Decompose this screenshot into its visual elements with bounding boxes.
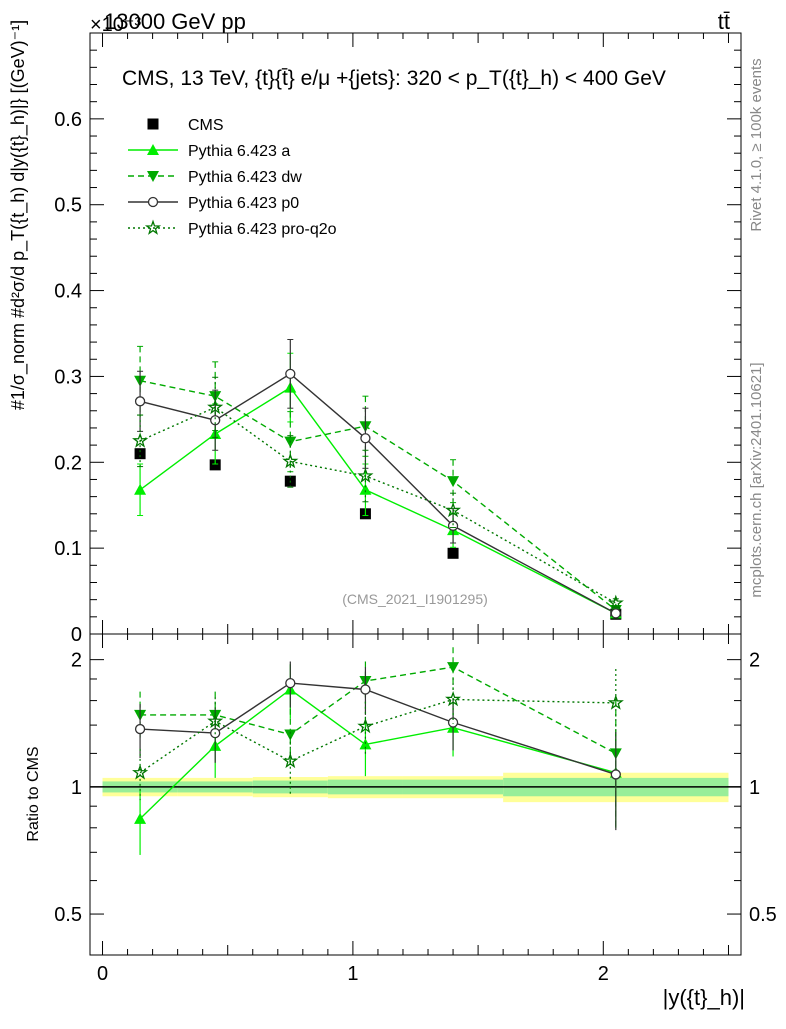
ratio-series [132, 647, 624, 855]
x-tick-label: 1 [347, 963, 358, 985]
header-exponent: ×10⁻³ [90, 14, 141, 36]
x-tick-label: 2 [598, 963, 609, 985]
legend-label: Pythia 6.423 p0 [188, 195, 299, 212]
ratio-series-line [140, 666, 617, 755]
data-point [134, 448, 146, 460]
data-point [134, 723, 146, 735]
data-point [360, 684, 371, 695]
data-point [607, 694, 624, 710]
data-point [447, 476, 460, 488]
data-point [284, 729, 297, 741]
series-line [139, 406, 617, 604]
series-line [139, 373, 617, 615]
data-point [285, 677, 296, 689]
data-point [144, 219, 162, 235]
legend-label: Pythia 6.423 pro-q2o [188, 221, 337, 238]
data-point [445, 691, 462, 707]
ratio-y-tick-label-right: 1 [749, 777, 760, 799]
series-line [139, 380, 617, 611]
data-point [285, 368, 296, 380]
ratio-frame [89, 633, 742, 956]
data-point [359, 738, 372, 750]
main-series [132, 339, 624, 620]
ratio-y-tick-label: 1 [71, 777, 82, 799]
data-point [147, 196, 159, 208]
data-point [207, 398, 224, 415]
ratio-y-ticks: 0.5 0.5 1 1 2 2 [54, 650, 777, 926]
main-y-tick-label: 0.4 [54, 281, 82, 303]
mcplots-label: mcplots.cern.ch [arXiv:2401.10621] [748, 362, 765, 597]
data-point [134, 812, 147, 824]
x-axis-label: |y({t}_h)| [663, 985, 745, 1010]
data-point [445, 501, 462, 518]
main-y-tick-label: 0.5 [54, 195, 82, 217]
data-point [282, 752, 299, 769]
ratio-y-label: Ratio to CMS [25, 746, 42, 841]
data-point [447, 662, 460, 674]
data-point [134, 483, 147, 495]
legend-label: CMS [188, 117, 224, 134]
data-point [132, 432, 149, 448]
data-point [134, 396, 146, 407]
data-point [282, 452, 299, 469]
data-point [147, 144, 159, 155]
main-y-label: #1/σ_norm #d²σ/d p_T({t_h) d|y({t}_h)|} … [8, 20, 29, 410]
main-y-tick-label: 0.2 [54, 452, 82, 474]
data-point [610, 769, 621, 780]
main-y-tick-label: 0.3 [54, 366, 82, 388]
analysis-watermark: (CMS_2021_I1901295) [342, 591, 488, 607]
data-point [210, 415, 221, 426]
ratio-series-line [139, 688, 616, 820]
main-y-tick-label: 0.6 [54, 109, 82, 131]
rivet-label: Rivet 4.1.0, ≥ 100k events [748, 58, 765, 231]
ratio-y-tick-label: 0.5 [54, 904, 82, 926]
x-ticks: 0 1 2 [97, 33, 729, 985]
legend: CMS Pythia 6.423 a Pythia 6.423 dw Pythia 6… [128, 117, 337, 238]
data-point [447, 547, 459, 559]
ratio-y-tick-label-right: 0.5 [749, 904, 777, 926]
main-y-tick-label: 0.1 [54, 538, 82, 560]
data-point [357, 467, 374, 483]
legend-label: Pythia 6.423 a [188, 143, 290, 160]
main-y-ticks: 0 0.1 0.2 0.3 0.4 0.5 0.6 [54, 49, 741, 646]
ratio-y-tick-label: 2 [71, 650, 82, 672]
series-line [139, 386, 617, 615]
data-point [610, 608, 621, 619]
legend-label: Pythia 6.423 dw [188, 169, 302, 186]
ratio-series-line [140, 682, 617, 776]
x-tick-label: 0 [97, 963, 108, 985]
data-point [209, 459, 221, 471]
data-point [447, 520, 459, 531]
ratio-y-tick-label-right: 2 [749, 650, 760, 672]
header-left: 13000 GeV pp [104, 9, 246, 34]
data-point [607, 594, 624, 611]
plot-title: CMS, 13 TeV, {t}{t̄} e/μ +{jets}: 320 < … [122, 67, 666, 90]
main-y-tick-label: 0 [71, 624, 82, 646]
ratio-series-line [139, 698, 616, 774]
data-point [359, 483, 372, 495]
data-point [147, 171, 159, 182]
data-point [357, 717, 374, 734]
data-point [147, 118, 159, 130]
data-point [360, 433, 371, 444]
header-right: tt̄ [718, 9, 730, 34]
data-point [207, 712, 224, 729]
data-point [132, 764, 149, 780]
